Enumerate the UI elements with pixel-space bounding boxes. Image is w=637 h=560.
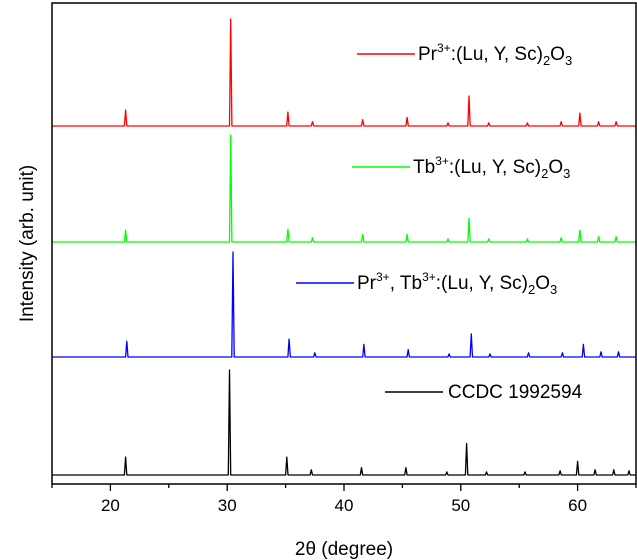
legend-label: Pr3+:(Lu, Y, Sc)2O3 bbox=[418, 41, 572, 68]
series-line bbox=[52, 18, 636, 127]
x-tick-label: 30 bbox=[218, 496, 237, 515]
x-axis-label: 2θ (degree) bbox=[295, 539, 393, 560]
legend-label: CCDC 1992594 bbox=[448, 382, 583, 403]
series-line bbox=[52, 369, 636, 476]
legend-label: Tb3+:(Lu, Y, Sc)2O3 bbox=[413, 154, 570, 181]
plot-frame bbox=[51, 2, 637, 485]
x-tick-label: 40 bbox=[335, 496, 354, 515]
legend: Pr3+:(Lu, Y, Sc)2O3 Tb3+:(Lu, Y, Sc)2O3 Pr… bbox=[296, 41, 583, 403]
x-tick-label: 20 bbox=[101, 496, 120, 515]
series-line bbox=[52, 134, 636, 243]
legend-label: Pr3+, Tb3+:(Lu, Y, Sc)2O3 bbox=[357, 270, 557, 297]
x-tick-label: 50 bbox=[451, 496, 470, 515]
x-axis-ticks: 20 30 40 50 60 bbox=[51, 484, 637, 515]
y-axis-label: Intensity (arb. unit) bbox=[17, 165, 38, 322]
series-line bbox=[52, 251, 636, 358]
x-tick-label: 60 bbox=[568, 496, 587, 515]
traces bbox=[52, 18, 636, 476]
